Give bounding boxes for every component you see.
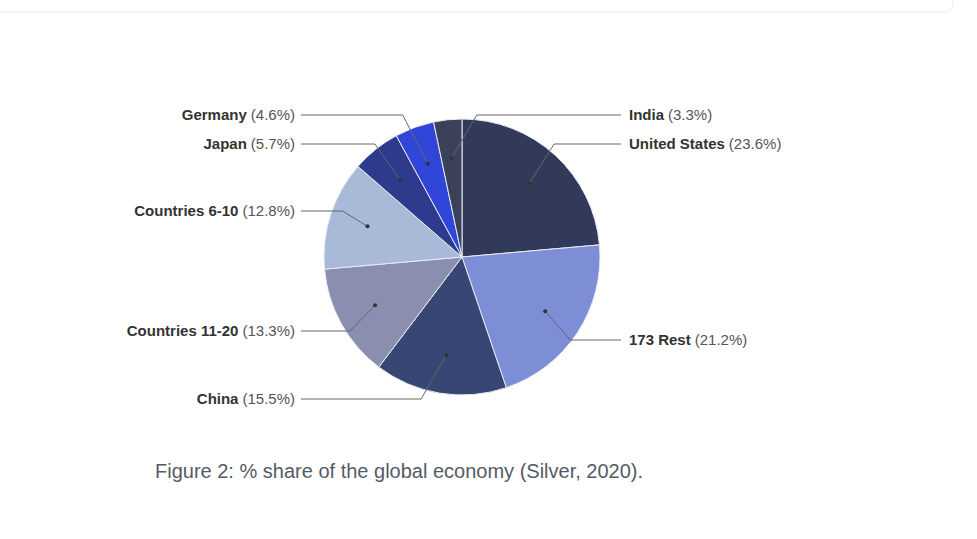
slice-label: United States(23.6%) bbox=[629, 135, 781, 152]
slice-value: (12.8%) bbox=[242, 202, 295, 219]
slice-label: Germany(4.6%) bbox=[182, 106, 295, 123]
slice-name: Countries 6-10 bbox=[134, 202, 238, 219]
slice-value: (23.6%) bbox=[729, 135, 782, 152]
slice-name: United States bbox=[629, 135, 725, 152]
pie bbox=[324, 119, 600, 395]
slice-name: China bbox=[197, 390, 239, 407]
slice-label: Japan (5.7%) bbox=[203, 135, 295, 152]
slice-label: China(15.5%) bbox=[197, 390, 295, 407]
leader-dot bbox=[366, 224, 370, 228]
leader-dot bbox=[450, 156, 454, 160]
slice-name: Japan bbox=[203, 135, 246, 152]
leader-line bbox=[545, 311, 621, 340]
slice-label: 173 Rest(21.2%) bbox=[629, 331, 747, 348]
slice-value: (15.5%) bbox=[242, 390, 295, 407]
pie-slice bbox=[325, 257, 462, 367]
leader-dot bbox=[426, 162, 430, 166]
slice-value: (4.6%) bbox=[251, 106, 295, 123]
leader-line bbox=[301, 305, 375, 331]
caption: Figure 2: % share of the global economy … bbox=[155, 460, 643, 482]
pie-slice bbox=[434, 119, 462, 257]
slice-value: (3.3%) bbox=[668, 106, 712, 123]
plot-area bbox=[324, 119, 600, 395]
leader-line bbox=[452, 115, 621, 158]
leader-dot bbox=[373, 303, 377, 307]
slice-name: 173 Rest bbox=[629, 331, 691, 348]
pie-slice bbox=[462, 119, 599, 257]
slice-name: India bbox=[629, 106, 665, 123]
slice-label: Countries 11-20(13.3%) bbox=[127, 322, 295, 339]
slice-name: Countries 11-20 bbox=[127, 322, 239, 339]
slice-name: Germany bbox=[182, 106, 248, 123]
slice-value: (21.2%) bbox=[695, 331, 748, 348]
leader-dot bbox=[527, 182, 531, 186]
slice-value: (13.3%) bbox=[242, 322, 295, 339]
slice-label: Countries 6-10(12.8%) bbox=[134, 202, 295, 219]
labels: United States(23.6%) 173 Rest(21.2%) China… bbox=[127, 106, 782, 407]
slice-value: (5.7%) bbox=[251, 135, 295, 152]
leader-dot bbox=[444, 353, 448, 357]
leader-line bbox=[301, 211, 368, 226]
leader-line bbox=[301, 144, 400, 179]
card-edge bbox=[0, 0, 953, 12]
leader-dot bbox=[543, 309, 547, 313]
chart: United States(23.6%) 173 Rest(21.2%) China… bbox=[0, 0, 977, 539]
slice-label: India(3.3%) bbox=[629, 106, 712, 123]
leader-line bbox=[301, 355, 446, 399]
leader-dot bbox=[398, 177, 402, 181]
leader-line bbox=[301, 115, 428, 164]
leader-line bbox=[529, 144, 621, 184]
